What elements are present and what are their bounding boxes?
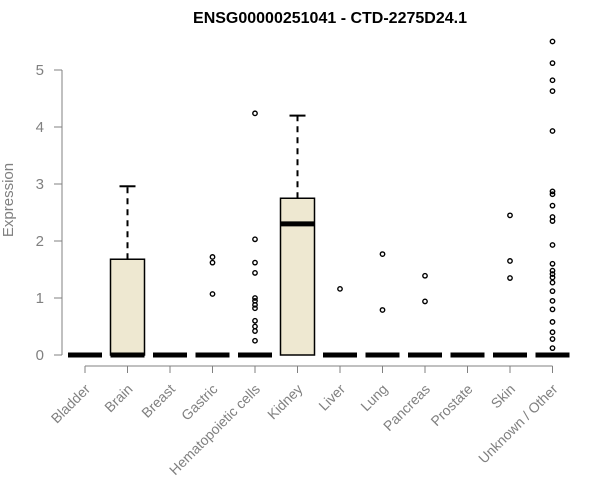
y-tick-label: 3 <box>36 176 44 193</box>
outlier-point <box>379 251 386 258</box>
outlier-point <box>422 298 428 305</box>
outlier-point <box>209 291 216 297</box>
outlier-point <box>549 38 556 45</box>
outlier-point <box>209 259 216 266</box>
outlier-point <box>549 267 556 274</box>
y-axis-label: Expression <box>0 163 17 237</box>
box-skin <box>493 212 527 358</box>
outlier-point <box>549 191 556 198</box>
box-group <box>68 38 570 358</box>
outlier-point <box>549 279 556 286</box>
outlier-point <box>549 260 556 267</box>
box-lung <box>365 251 400 358</box>
outlier-point <box>252 295 258 301</box>
x-tick-label: Breast <box>138 381 178 421</box>
x-tick-label: Skin <box>488 381 519 412</box>
outlier-point <box>549 345 556 352</box>
outlier-point <box>252 236 258 243</box>
box-brain <box>109 185 146 358</box>
x-tick-label: Prostate <box>427 381 475 429</box>
x-tick-label: Bladder <box>48 381 94 427</box>
outlier-point <box>252 301 258 308</box>
outlier-point <box>252 328 258 334</box>
outlier-point <box>252 110 258 117</box>
outlier-point <box>549 297 556 304</box>
outlier-point <box>549 77 556 84</box>
outlier-point <box>549 288 556 295</box>
box-kidney <box>279 114 316 356</box>
outlier-point <box>549 88 556 94</box>
outlier-point <box>252 317 258 324</box>
box-pancreas <box>408 272 442 358</box>
box-gastric <box>195 254 230 358</box>
outlier-point <box>252 305 258 312</box>
y-tick-label: 0 <box>36 347 44 364</box>
outlier-point <box>252 323 258 330</box>
x-tick-label: Liver <box>315 381 348 414</box>
outlier-point <box>549 274 556 281</box>
outlier-point <box>549 336 556 342</box>
outlier-point <box>549 128 556 134</box>
outlier-point <box>209 254 216 260</box>
outlier-point <box>252 259 258 266</box>
box-rect <box>109 258 146 356</box>
box-hematopoietic-cells <box>238 110 272 358</box>
outlier-point <box>507 258 513 264</box>
y-tick-label: 1 <box>36 290 44 307</box>
box-unknown-other <box>535 38 570 358</box>
outlier-point <box>337 285 343 292</box>
x-tick-label: Brain <box>101 381 135 415</box>
chart-title: ENSG00000251041 - CTD-2275D24.1 <box>193 10 467 27</box>
x-tick-label: Kidney <box>264 381 306 423</box>
y-tick-label: 4 <box>36 119 44 136</box>
outlier-point <box>549 329 556 336</box>
outlier-point <box>549 319 556 325</box>
outlier-point <box>252 270 258 276</box>
outlier-point <box>549 60 556 67</box>
x-tick-label: Unknown / Other <box>475 381 561 467</box>
outlier-point <box>549 271 556 277</box>
box-liver <box>323 285 357 358</box>
y-tick-label: 5 <box>36 62 44 79</box>
outlier-point <box>549 218 556 224</box>
outlier-point <box>507 275 513 281</box>
x-tick-label: Lung <box>357 381 390 414</box>
y-tick-label: 2 <box>36 233 44 250</box>
outlier-point <box>549 306 556 313</box>
outlier-point <box>379 307 386 313</box>
outlier-point <box>549 188 556 195</box>
outlier-point <box>507 212 513 219</box>
outlier-point <box>252 337 258 344</box>
x-tick-label: Pancreas <box>380 381 433 434</box>
outlier-point <box>549 242 556 248</box>
outlier-point <box>422 272 428 279</box>
outlier-point <box>549 202 556 209</box>
y-axis: 0 1 2 3 4 5 <box>36 62 63 364</box>
